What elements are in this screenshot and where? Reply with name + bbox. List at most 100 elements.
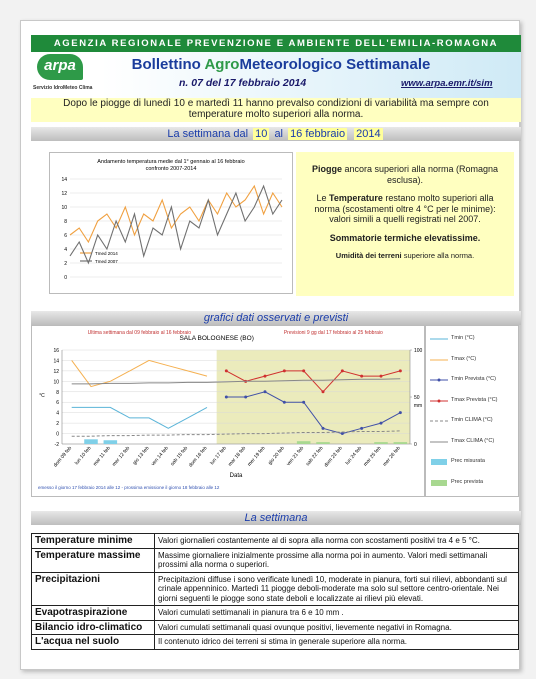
forecast-region <box>216 350 410 444</box>
x-tick-label: gio 13 feb <box>132 445 151 466</box>
summary-paragraph: Le Temperature restano molto superiori a… <box>304 193 506 225</box>
x-tick-label: sab 15 feb <box>170 445 190 467</box>
legend-label: Tmax Prevista (°C) <box>451 396 498 403</box>
title-pre: Bollettino <box>131 56 201 73</box>
y2-axis-label: mm <box>414 403 422 409</box>
point <box>379 421 383 425</box>
legend-swatch <box>431 459 447 465</box>
y-tick-label: 8 <box>64 219 67 225</box>
point <box>340 369 344 373</box>
line-series <box>226 370 401 393</box>
table-value: Massime giornaliere inizialmente prossim… <box>154 547 519 573</box>
y-tick-label: 6 <box>64 233 67 239</box>
point <box>282 369 286 373</box>
y2-tick-label: 100 <box>414 348 423 354</box>
chart-subtitle: confronto 2007-2014 <box>146 166 197 172</box>
summary-text: restano molto superiori alla norma (scos… <box>314 193 496 224</box>
website[interactable]: www.arpa.emr.it/sim <box>401 78 493 89</box>
x-tick-label: lun 17 feb <box>209 445 228 466</box>
y-tick-label: 6 <box>56 400 59 406</box>
bar <box>296 441 311 444</box>
x-tick-label: mer 12 feb <box>111 445 131 467</box>
legend: Tmin (°C) Tmax (°C) Tmin Prevista (°C) Tmax… <box>425 325 519 497</box>
legend-swatch-box <box>431 479 447 486</box>
summary-text: Temperature <box>329 193 383 203</box>
week-date: 2014 <box>354 128 383 140</box>
summary-paragraph: Piogge ancora superiori alla norma (Roma… <box>304 164 506 185</box>
y-tick-label: 0 <box>56 432 59 438</box>
bar <box>374 442 388 444</box>
x-tick-label: gio 20 feb <box>267 445 286 466</box>
y-tick-label: 12 <box>61 191 67 197</box>
x-tick-label: mer 26 feb <box>382 445 402 467</box>
x-tick-label: dom 23 feb <box>323 445 344 468</box>
x-tick-label: mar 25 feb <box>363 445 383 467</box>
table-row: Temperature massime Massime giornaliere i… <box>31 547 519 573</box>
intro: Dopo le piogge di lunedì 10 e martedì 11… <box>31 98 521 122</box>
week-bar: La settimana dal 10 al 16 febbraio 2014 <box>31 127 521 141</box>
legend-label: Tmax CLIMA (°C) <box>451 437 495 444</box>
x-tick-label: dom 09 feb <box>53 445 74 468</box>
point <box>263 374 267 378</box>
legend-swatch <box>430 441 448 442</box>
footnote: emesso il giorno 17 febbraio 2014 alle 1… <box>38 485 220 490</box>
y-tick-label: 16 <box>53 348 59 354</box>
graphs-bar: grafici dati osservati e previsti <box>31 311 521 325</box>
y-tick-label: 4 <box>64 247 67 253</box>
legend-swatch-point <box>437 378 441 382</box>
chart: Ultima settimana dal 09 febbraio al 16 f… <box>38 330 423 490</box>
table-value: Valori cumulati settimanali quasi ovunqu… <box>154 619 519 635</box>
bar <box>316 442 330 444</box>
chart-station: Ultima settimana dal 09 febbraio al 16 f… <box>31 325 425 497</box>
line-series <box>71 359 208 388</box>
logo: arpa Servizio IdroMeteo Clima <box>31 52 101 98</box>
y2-tick-label: 50 <box>414 395 420 401</box>
legend-swatch <box>430 399 448 402</box>
x-tick-label: mer 19 feb <box>247 445 267 467</box>
x-tick-label: sab 22 feb <box>305 445 325 467</box>
legend-label: Tmed 2014 <box>95 251 118 256</box>
y-tick-label: 14 <box>61 177 67 183</box>
bar <box>393 442 408 444</box>
legend-swatch <box>430 420 448 422</box>
legend-swatch <box>430 378 448 382</box>
point <box>321 426 325 430</box>
bar <box>84 439 98 444</box>
point <box>379 374 383 378</box>
y-tick-label: 8 <box>56 390 59 396</box>
x-tick-label: dom 16 feb <box>188 445 209 468</box>
week-date: 16 febbraio <box>288 128 348 140</box>
table-value: Valori giornalieri costantemente al di s… <box>154 533 519 549</box>
summary-paragraph: Umidità dei terreni superiore alla norma… <box>304 251 506 262</box>
table-row: Evapotraspirazione Valori cumulati settim… <box>31 605 519 621</box>
observed-label: Ultima settimana dal 09 febbraio al 16 f… <box>88 330 192 336</box>
legend-swatch <box>430 359 448 360</box>
table-row: Temperature minime Valori giornalieri cos… <box>31 533 519 549</box>
summary-text: Le <box>316 193 330 203</box>
chart-temperature-trend: Andamento temperatura medie dal 1° genna… <box>49 152 293 294</box>
summary-text: ancora superiori alla norma (Romagna esc… <box>341 164 499 185</box>
summary-paragraph: Sommatorie termiche elevatissime. <box>304 233 506 244</box>
week-date: 10 <box>253 128 270 140</box>
x-tick-label: ven 14 feb <box>150 445 170 467</box>
legend-swatch <box>431 479 447 486</box>
x-tick-label: ven 21 feb <box>286 445 306 467</box>
logo-mark: arpa <box>37 54 83 80</box>
title-post: Meteorologico Settimanale <box>239 56 431 73</box>
bar <box>103 440 118 444</box>
point <box>224 395 228 399</box>
line-series <box>71 406 208 429</box>
x-axis-label: Data <box>230 473 243 479</box>
y-tick-label: 14 <box>53 358 59 364</box>
summary-text: Umidità dei terreni <box>335 251 402 260</box>
summary-text: Sommatorie termiche elevatissime. <box>329 232 481 243</box>
y-tick-label: 10 <box>61 205 67 211</box>
table-key: Evapotraspirazione <box>31 605 155 621</box>
table-key: Precipitazioni <box>31 571 155 606</box>
chart-title: Andamento temperatura medie dal 1° genna… <box>97 159 244 165</box>
table-key: L'acqua nel suolo <box>31 634 155 650</box>
legend-swatch-box <box>431 459 447 465</box>
summary-table: Temperature minime Valori giornalieri cos… <box>31 533 519 650</box>
week-text: al <box>274 128 283 140</box>
